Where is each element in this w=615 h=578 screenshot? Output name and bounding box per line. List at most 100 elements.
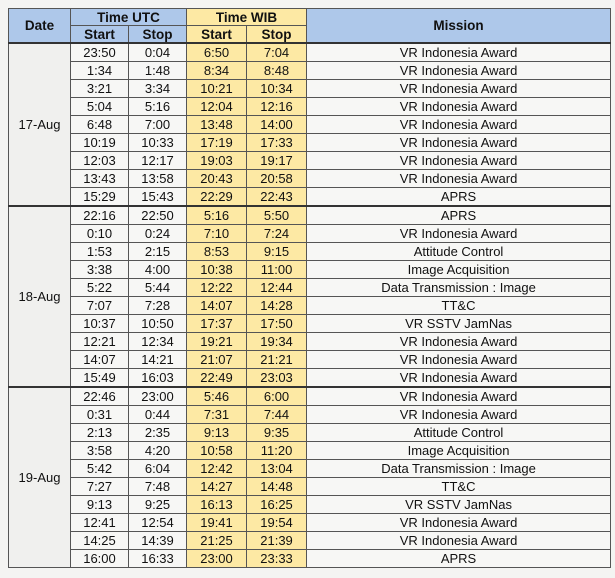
utc-stop: 7:00 <box>127 115 188 134</box>
wib-start: 17:37 <box>186 314 248 333</box>
row: 14:07 14:21 21:07 21:21 VR Indonesia Award <box>9 350 612 369</box>
wib-stop: 6:00 <box>246 386 308 406</box>
mission: Data Transmission : Image <box>306 459 612 478</box>
wib-stop: 19:17 <box>246 151 308 170</box>
utc-start: 10:37 <box>70 314 129 333</box>
mission: Image Acquisition <box>306 441 612 460</box>
schedule-table: Date Time UTC Time WIB Mission Start Sto… <box>8 8 612 568</box>
wib-start: 21:25 <box>186 531 248 550</box>
utc-start: 15:29 <box>70 187 129 207</box>
mission: VR Indonesia Award <box>306 42 612 62</box>
row: 12:03 12:17 19:03 19:17 VR Indonesia Award <box>9 151 612 170</box>
row: 3:58 4:20 10:58 11:20 Image Acquisition <box>9 441 612 460</box>
mission: Attitude Control <box>306 242 612 261</box>
wib-stop: 19:34 <box>246 332 308 351</box>
utc-stop: 10:33 <box>127 133 188 152</box>
wib-start: 17:19 <box>186 133 248 152</box>
row: 7:27 7:48 14:27 14:48 TT&C <box>9 477 612 496</box>
wib-stop: 9:15 <box>246 242 308 261</box>
mission: APRS <box>306 187 612 207</box>
row: 19-Aug 22:46 23:00 5:46 6:00 VR Indonesia Awa… <box>8 386 612 568</box>
header-stop: Stop <box>246 25 308 44</box>
wib-start: 19:21 <box>186 332 248 351</box>
row: 10:19 10:33 17:19 17:33 VR Indonesia Award <box>9 133 612 152</box>
wib-start: 23:00 <box>186 549 248 568</box>
wib-start: 12:42 <box>186 459 248 478</box>
wib-stop: 7:24 <box>246 224 308 243</box>
row: 2:13 2:35 9:13 9:35 Attitude Control <box>9 423 612 442</box>
wib-stop: 10:34 <box>246 79 308 98</box>
wib-start: 7:10 <box>186 224 248 243</box>
row: 13:43 13:58 20:43 20:58 VR Indonesia Award <box>9 169 612 188</box>
mission: Data Transmission : Image <box>306 278 612 297</box>
mission: VR Indonesia Award <box>306 405 612 424</box>
wib-start: 12:22 <box>186 278 248 297</box>
mission: TT&C <box>306 296 612 315</box>
row: 7:07 7:28 14:07 14:28 TT&C <box>9 296 612 315</box>
mission: APRS <box>306 549 612 568</box>
wib-stop: 21:21 <box>246 350 308 369</box>
wib-start: 10:58 <box>186 441 248 460</box>
wib-stop: 12:44 <box>246 278 308 297</box>
row: 0:10 0:24 7:10 7:24 VR Indonesia Award <box>9 224 612 243</box>
row: 15:49 16:03 22:49 23:03 VR Indonesia Award <box>9 368 612 388</box>
wib-stop: 11:00 <box>246 260 308 279</box>
utc-start: 14:07 <box>70 350 129 369</box>
utc-stop: 13:58 <box>127 169 188 188</box>
wib-stop: 5:50 <box>246 205 308 225</box>
utc-start: 5:42 <box>70 459 129 478</box>
utc-stop: 12:17 <box>127 151 188 170</box>
utc-start: 22:46 <box>70 386 129 406</box>
utc-stop: 22:50 <box>127 205 188 225</box>
utc-start: 15:49 <box>70 368 129 388</box>
utc-stop: 4:00 <box>127 260 188 279</box>
mission: VR Indonesia Award <box>306 61 612 80</box>
mission: VR Indonesia Award <box>306 97 612 116</box>
utc-stop: 9:25 <box>127 495 188 514</box>
mission: VR Indonesia Award <box>306 350 612 369</box>
mission: VR Indonesia Award <box>306 386 612 406</box>
wib-stop: 17:33 <box>246 133 308 152</box>
wib-start: 7:31 <box>186 405 248 424</box>
utc-start: 16:00 <box>70 549 129 568</box>
utc-start: 3:21 <box>70 79 129 98</box>
mission: VR Indonesia Award <box>306 151 612 170</box>
utc-start: 13:43 <box>70 169 129 188</box>
row: 12:41 12:54 19:41 19:54 VR Indonesia Award <box>9 513 612 532</box>
wib-stop: 16:25 <box>246 495 308 514</box>
header-start: Start <box>186 25 248 44</box>
utc-start: 22:16 <box>70 205 129 225</box>
utc-stop: 5:16 <box>127 97 188 116</box>
utc-start: 3:58 <box>70 441 129 460</box>
wib-start: 19:03 <box>186 151 248 170</box>
mission: VR SSTV JamNas <box>306 314 612 333</box>
wib-stop: 20:58 <box>246 169 308 188</box>
wib-stop: 11:20 <box>246 441 308 460</box>
wib-start: 5:46 <box>186 386 248 406</box>
row: 0:31 0:44 7:31 7:44 VR Indonesia Award <box>9 405 612 424</box>
mission: Image Acquisition <box>306 260 612 279</box>
row: 17-Aug 23:50 0:04 6:50 7:04 VR Indonesia Awar… <box>8 42 612 207</box>
utc-stop: 3:34 <box>127 79 188 98</box>
header-mission: Mission <box>306 8 612 44</box>
wib-stop: 8:48 <box>246 61 308 80</box>
wib-start: 22:29 <box>186 187 248 207</box>
wib-start: 19:41 <box>186 513 248 532</box>
row: 9:13 9:25 16:13 16:25 VR SSTV JamNas <box>9 495 612 514</box>
wib-stop: 14:28 <box>246 296 308 315</box>
utc-start: 0:31 <box>70 405 129 424</box>
header-stop: Stop <box>127 25 188 44</box>
utc-stop: 0:44 <box>127 405 188 424</box>
wib-stop: 14:00 <box>246 115 308 134</box>
wib-start: 5:16 <box>186 205 248 225</box>
day-group: 17-Aug 23:50 0:04 6:50 7:04 VR Indonesia Awar… <box>8 42 612 207</box>
wib-start: 21:07 <box>186 350 248 369</box>
row: 3:21 3:34 10:21 10:34 VR Indonesia Award <box>9 79 612 98</box>
header-date: Date <box>8 8 71 44</box>
utc-stop: 23:00 <box>127 386 188 406</box>
utc-stop: 1:48 <box>127 61 188 80</box>
utc-stop: 15:43 <box>127 187 188 207</box>
row: 10:37 10:50 17:37 17:50 VR SSTV JamNas <box>9 314 612 333</box>
utc-start: 10:19 <box>70 133 129 152</box>
utc-start: 0:10 <box>70 224 129 243</box>
